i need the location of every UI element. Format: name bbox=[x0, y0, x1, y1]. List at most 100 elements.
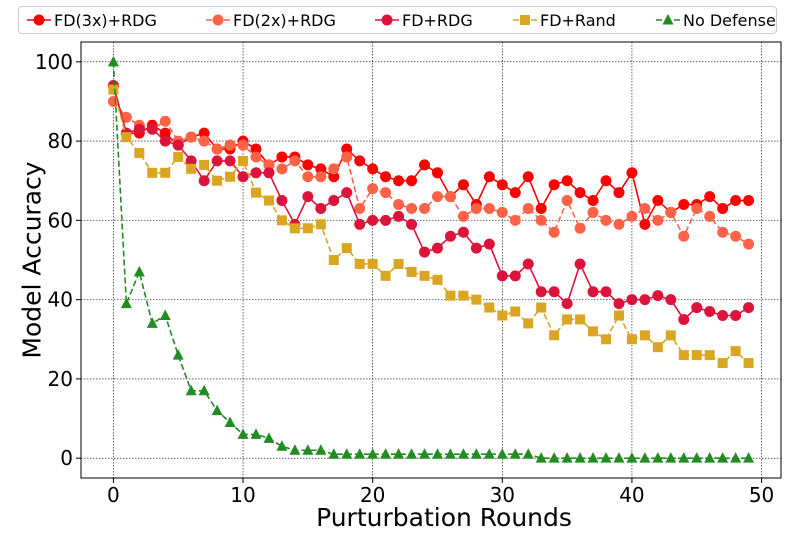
data-point bbox=[393, 199, 405, 211]
data-point bbox=[665, 294, 677, 306]
data-point bbox=[419, 159, 431, 171]
data-point bbox=[380, 448, 392, 459]
data-point bbox=[315, 202, 327, 214]
data-point bbox=[665, 330, 676, 341]
data-point bbox=[315, 219, 326, 230]
data-point bbox=[522, 448, 534, 459]
data-point bbox=[341, 243, 352, 254]
data-point bbox=[600, 175, 612, 187]
data-point bbox=[457, 226, 469, 238]
data-point bbox=[548, 226, 560, 238]
data-point bbox=[743, 452, 755, 463]
data-point bbox=[574, 187, 586, 199]
series-line bbox=[112, 61, 749, 459]
data-point bbox=[743, 195, 755, 207]
data-point bbox=[250, 151, 262, 163]
data-point bbox=[496, 179, 508, 191]
data-point bbox=[354, 202, 366, 214]
data-point bbox=[328, 195, 340, 207]
data-point bbox=[419, 202, 431, 214]
data-point bbox=[186, 163, 197, 174]
data-point bbox=[431, 242, 443, 254]
data-point bbox=[276, 151, 288, 163]
legend-label-no-defense: No Defense bbox=[683, 11, 776, 30]
data-point bbox=[535, 202, 547, 214]
data-point bbox=[743, 358, 754, 369]
data-point bbox=[185, 384, 197, 396]
data-point bbox=[587, 452, 599, 463]
legend-label-fd3x-rdg: FD(3x)+RDG bbox=[54, 11, 157, 30]
plot-frame bbox=[80, 41, 782, 479]
data-point bbox=[380, 214, 392, 226]
data-point bbox=[172, 139, 184, 151]
data-point bbox=[470, 202, 482, 214]
legend: FD(3x)+RDG FD(2x)+RDG FD+RDG FD+Rand No … bbox=[18, 6, 777, 34]
data-point bbox=[523, 318, 534, 329]
data-point bbox=[172, 349, 184, 360]
y-tick-label: 40 bbox=[48, 288, 73, 312]
data-point bbox=[626, 334, 637, 345]
data-point bbox=[159, 309, 171, 320]
data-point bbox=[587, 206, 599, 218]
data-point bbox=[224, 155, 236, 167]
data-point bbox=[691, 302, 703, 314]
legend-marker bbox=[381, 14, 393, 26]
data-point bbox=[678, 230, 690, 242]
data-point bbox=[561, 175, 573, 187]
data-point bbox=[237, 139, 249, 151]
data-point bbox=[549, 330, 560, 341]
data-point bbox=[198, 135, 210, 147]
data-point bbox=[393, 210, 405, 222]
data-point bbox=[704, 350, 715, 361]
legend-label-fd-rdg: FD+RDG bbox=[402, 11, 473, 30]
data-point bbox=[613, 298, 625, 310]
data-point bbox=[483, 238, 495, 250]
data-point bbox=[406, 175, 418, 187]
data-point bbox=[121, 132, 132, 143]
data-point bbox=[328, 171, 340, 183]
data-point bbox=[380, 270, 391, 281]
data-point bbox=[730, 452, 742, 463]
data-point bbox=[198, 127, 210, 139]
series-no-defense bbox=[107, 55, 755, 463]
data-point bbox=[367, 163, 379, 175]
data-point bbox=[587, 195, 599, 207]
data-point bbox=[107, 55, 119, 67]
data-point bbox=[263, 195, 274, 206]
data-point bbox=[574, 222, 586, 234]
x-tick-label: 0 bbox=[107, 483, 120, 507]
data-point bbox=[652, 195, 664, 207]
data-point bbox=[315, 171, 327, 183]
data-point bbox=[341, 143, 353, 155]
data-point bbox=[730, 230, 742, 242]
data-point bbox=[354, 448, 366, 459]
legend-marker bbox=[212, 14, 224, 26]
data-point bbox=[665, 206, 677, 218]
data-point bbox=[393, 258, 404, 269]
data-point bbox=[458, 290, 469, 301]
data-point bbox=[328, 448, 340, 459]
data-point bbox=[263, 167, 275, 179]
data-point bbox=[147, 167, 158, 178]
data-point bbox=[626, 452, 638, 463]
data-point bbox=[419, 270, 430, 281]
data-point bbox=[224, 416, 236, 428]
data-point bbox=[510, 306, 521, 317]
data-point bbox=[315, 163, 327, 175]
data-point bbox=[639, 202, 651, 214]
data-point bbox=[678, 452, 690, 463]
data-point bbox=[380, 187, 392, 199]
data-point bbox=[483, 171, 495, 183]
data-point bbox=[548, 452, 560, 463]
legend-marker bbox=[662, 14, 674, 25]
legend-label-fd-rand: FD+Rand bbox=[540, 11, 616, 30]
data-point bbox=[717, 202, 729, 214]
data-point bbox=[509, 448, 521, 459]
data-point bbox=[483, 202, 495, 214]
data-point bbox=[302, 444, 314, 455]
data-point bbox=[146, 123, 158, 135]
series-fd-rand bbox=[108, 84, 754, 369]
data-point bbox=[497, 310, 508, 321]
data-point bbox=[263, 432, 275, 443]
data-point bbox=[457, 448, 469, 459]
